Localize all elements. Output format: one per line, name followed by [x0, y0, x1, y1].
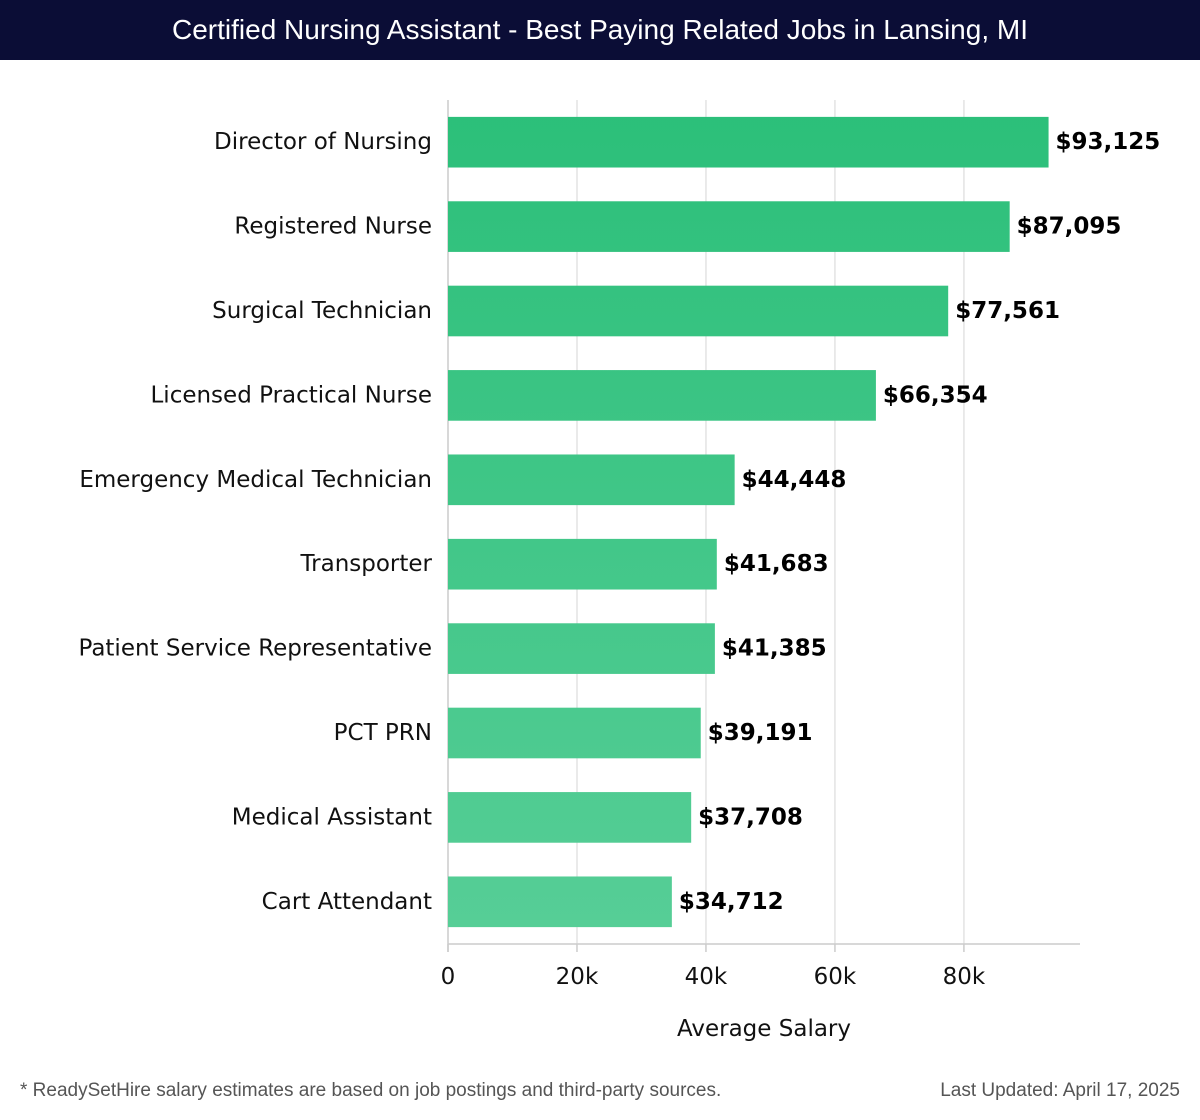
bar [448, 876, 672, 928]
value-label: $66,354 [883, 382, 988, 408]
bar [448, 116, 1049, 168]
category-label: Surgical Technician [212, 298, 432, 324]
chart-title: Certified Nursing Assistant - Best Payin… [172, 14, 1028, 45]
category-label: Emergency Medical Technician [79, 467, 432, 493]
value-label: $37,708 [698, 804, 803, 830]
category-label: Transporter [299, 551, 432, 577]
category-label: Registered Nurse [234, 214, 432, 240]
bar [448, 285, 949, 337]
title-bar: Certified Nursing Assistant - Best Payin… [0, 0, 1200, 60]
category-label: PCT PRN [334, 720, 432, 746]
category-label: Medical Assistant [232, 804, 432, 830]
tick-label: 60k [814, 964, 857, 990]
tick-label: 40k [685, 964, 728, 990]
value-label: $41,385 [722, 636, 827, 662]
last-updated: Last Updated: April 17, 2025 [940, 1080, 1180, 1101]
bar-chart: Director of Nursing Registered Nurse Surgi… [78, 100, 1160, 1042]
bar [448, 454, 735, 506]
category-labels: Director of Nursing Registered Nurse Surgi… [78, 129, 432, 915]
bar [448, 792, 692, 843]
tick-label: 0 [441, 964, 456, 990]
value-label: $93,125 [1056, 129, 1161, 155]
value-label: $41,683 [724, 551, 829, 577]
tick-label: 20k [556, 964, 599, 990]
value-label: $39,191 [708, 720, 813, 746]
value-label: $34,712 [679, 889, 784, 915]
bar [448, 623, 715, 674]
value-label: $44,448 [742, 467, 847, 493]
category-label: Director of Nursing [214, 129, 432, 155]
tick-label: 80k [943, 964, 986, 990]
value-label: $77,561 [955, 298, 1060, 324]
category-label: Patient Service Representative [78, 636, 432, 662]
x-ticks: 0 20k 40k 60k 80k [441, 944, 986, 990]
bars [448, 116, 1049, 928]
category-label: Licensed Practical Nurse [150, 382, 432, 408]
value-label: $87,095 [1017, 214, 1122, 240]
bar [448, 707, 701, 759]
x-axis-title: Average Salary [677, 1016, 851, 1042]
footer-note: * ReadySetHire salary estimates are base… [20, 1080, 722, 1101]
value-labels: $93,125 $87,095 $77,561 $66,354 $44,448 $41,6… [679, 129, 1160, 915]
bar [448, 538, 717, 590]
bar [448, 370, 876, 421]
category-label: Cart Attendant [262, 889, 432, 915]
bar [448, 201, 1010, 252]
